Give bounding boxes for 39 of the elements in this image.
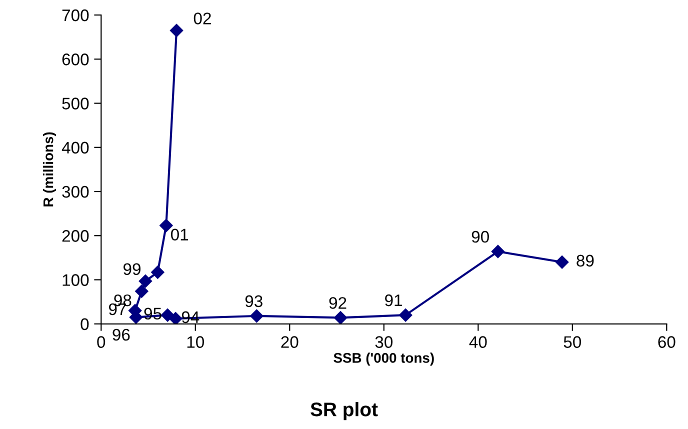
x-tick-label: 40 — [469, 336, 487, 348]
point — [161, 308, 174, 322]
x-axis-title: SSB ('000 tons) — [334, 352, 434, 366]
x-tick-label: 60 — [658, 336, 676, 348]
annotation: 92 — [329, 297, 346, 309]
y-axis-title: R (millions) — [43, 132, 56, 206]
point — [151, 266, 164, 279]
annotation: 02 — [194, 12, 211, 24]
y-tick-label: 300 — [62, 186, 89, 198]
point — [555, 256, 569, 269]
y-tick-label: 200 — [62, 230, 89, 242]
x-tick-label: 0 — [97, 336, 106, 348]
point — [491, 244, 505, 258]
x-tick-label: 50 — [564, 336, 582, 348]
y-tick-label: 400 — [62, 142, 89, 154]
point — [250, 309, 264, 323]
x-tick-label: 10 — [187, 336, 204, 348]
annotation: 99 — [124, 263, 140, 276]
text: SR plot — [310, 402, 378, 420]
point — [160, 218, 173, 232]
annotation: 91 — [385, 294, 402, 306]
annotation: 93 — [245, 295, 262, 308]
y-tick-label: 600 — [62, 54, 89, 66]
y-tick-label: 0 — [80, 318, 89, 330]
point — [170, 24, 184, 38]
annotation: 96 — [112, 328, 130, 341]
point — [135, 284, 148, 298]
annotation: 01 — [170, 228, 188, 241]
y-tick-label: 100 — [62, 274, 89, 286]
point — [138, 274, 152, 288]
y-tick-label: 700 — [62, 9, 89, 22]
x-tick-label: 30 — [375, 336, 393, 348]
point — [398, 308, 412, 322]
annotation: 89 — [576, 254, 594, 267]
x-tick-label: 20 — [281, 336, 298, 348]
y-tick-label: 500 — [62, 98, 89, 110]
annotation: 90 — [472, 230, 489, 243]
point — [169, 312, 182, 324]
point — [334, 311, 348, 324]
